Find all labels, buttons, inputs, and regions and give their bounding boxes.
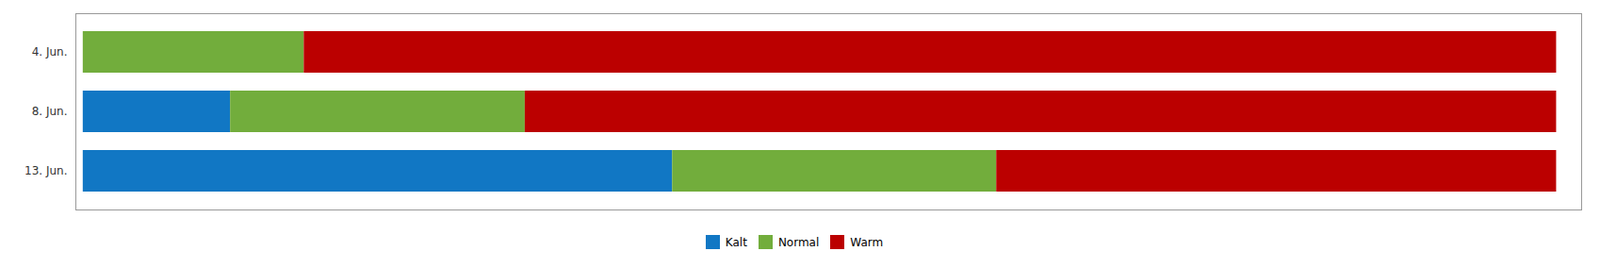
html-text:Kalt: Kalt [725,235,748,249]
svg-text:13. Jun.: 13. Jun. [24,163,67,178]
html-text:Warm: Warm [850,235,884,249]
svg-text:8. Jun.: 8. Jun. [32,104,68,118]
svg-text:4. Jun.: 4. Jun. [32,45,68,59]
html-text:Normal: Normal [778,235,820,249]
